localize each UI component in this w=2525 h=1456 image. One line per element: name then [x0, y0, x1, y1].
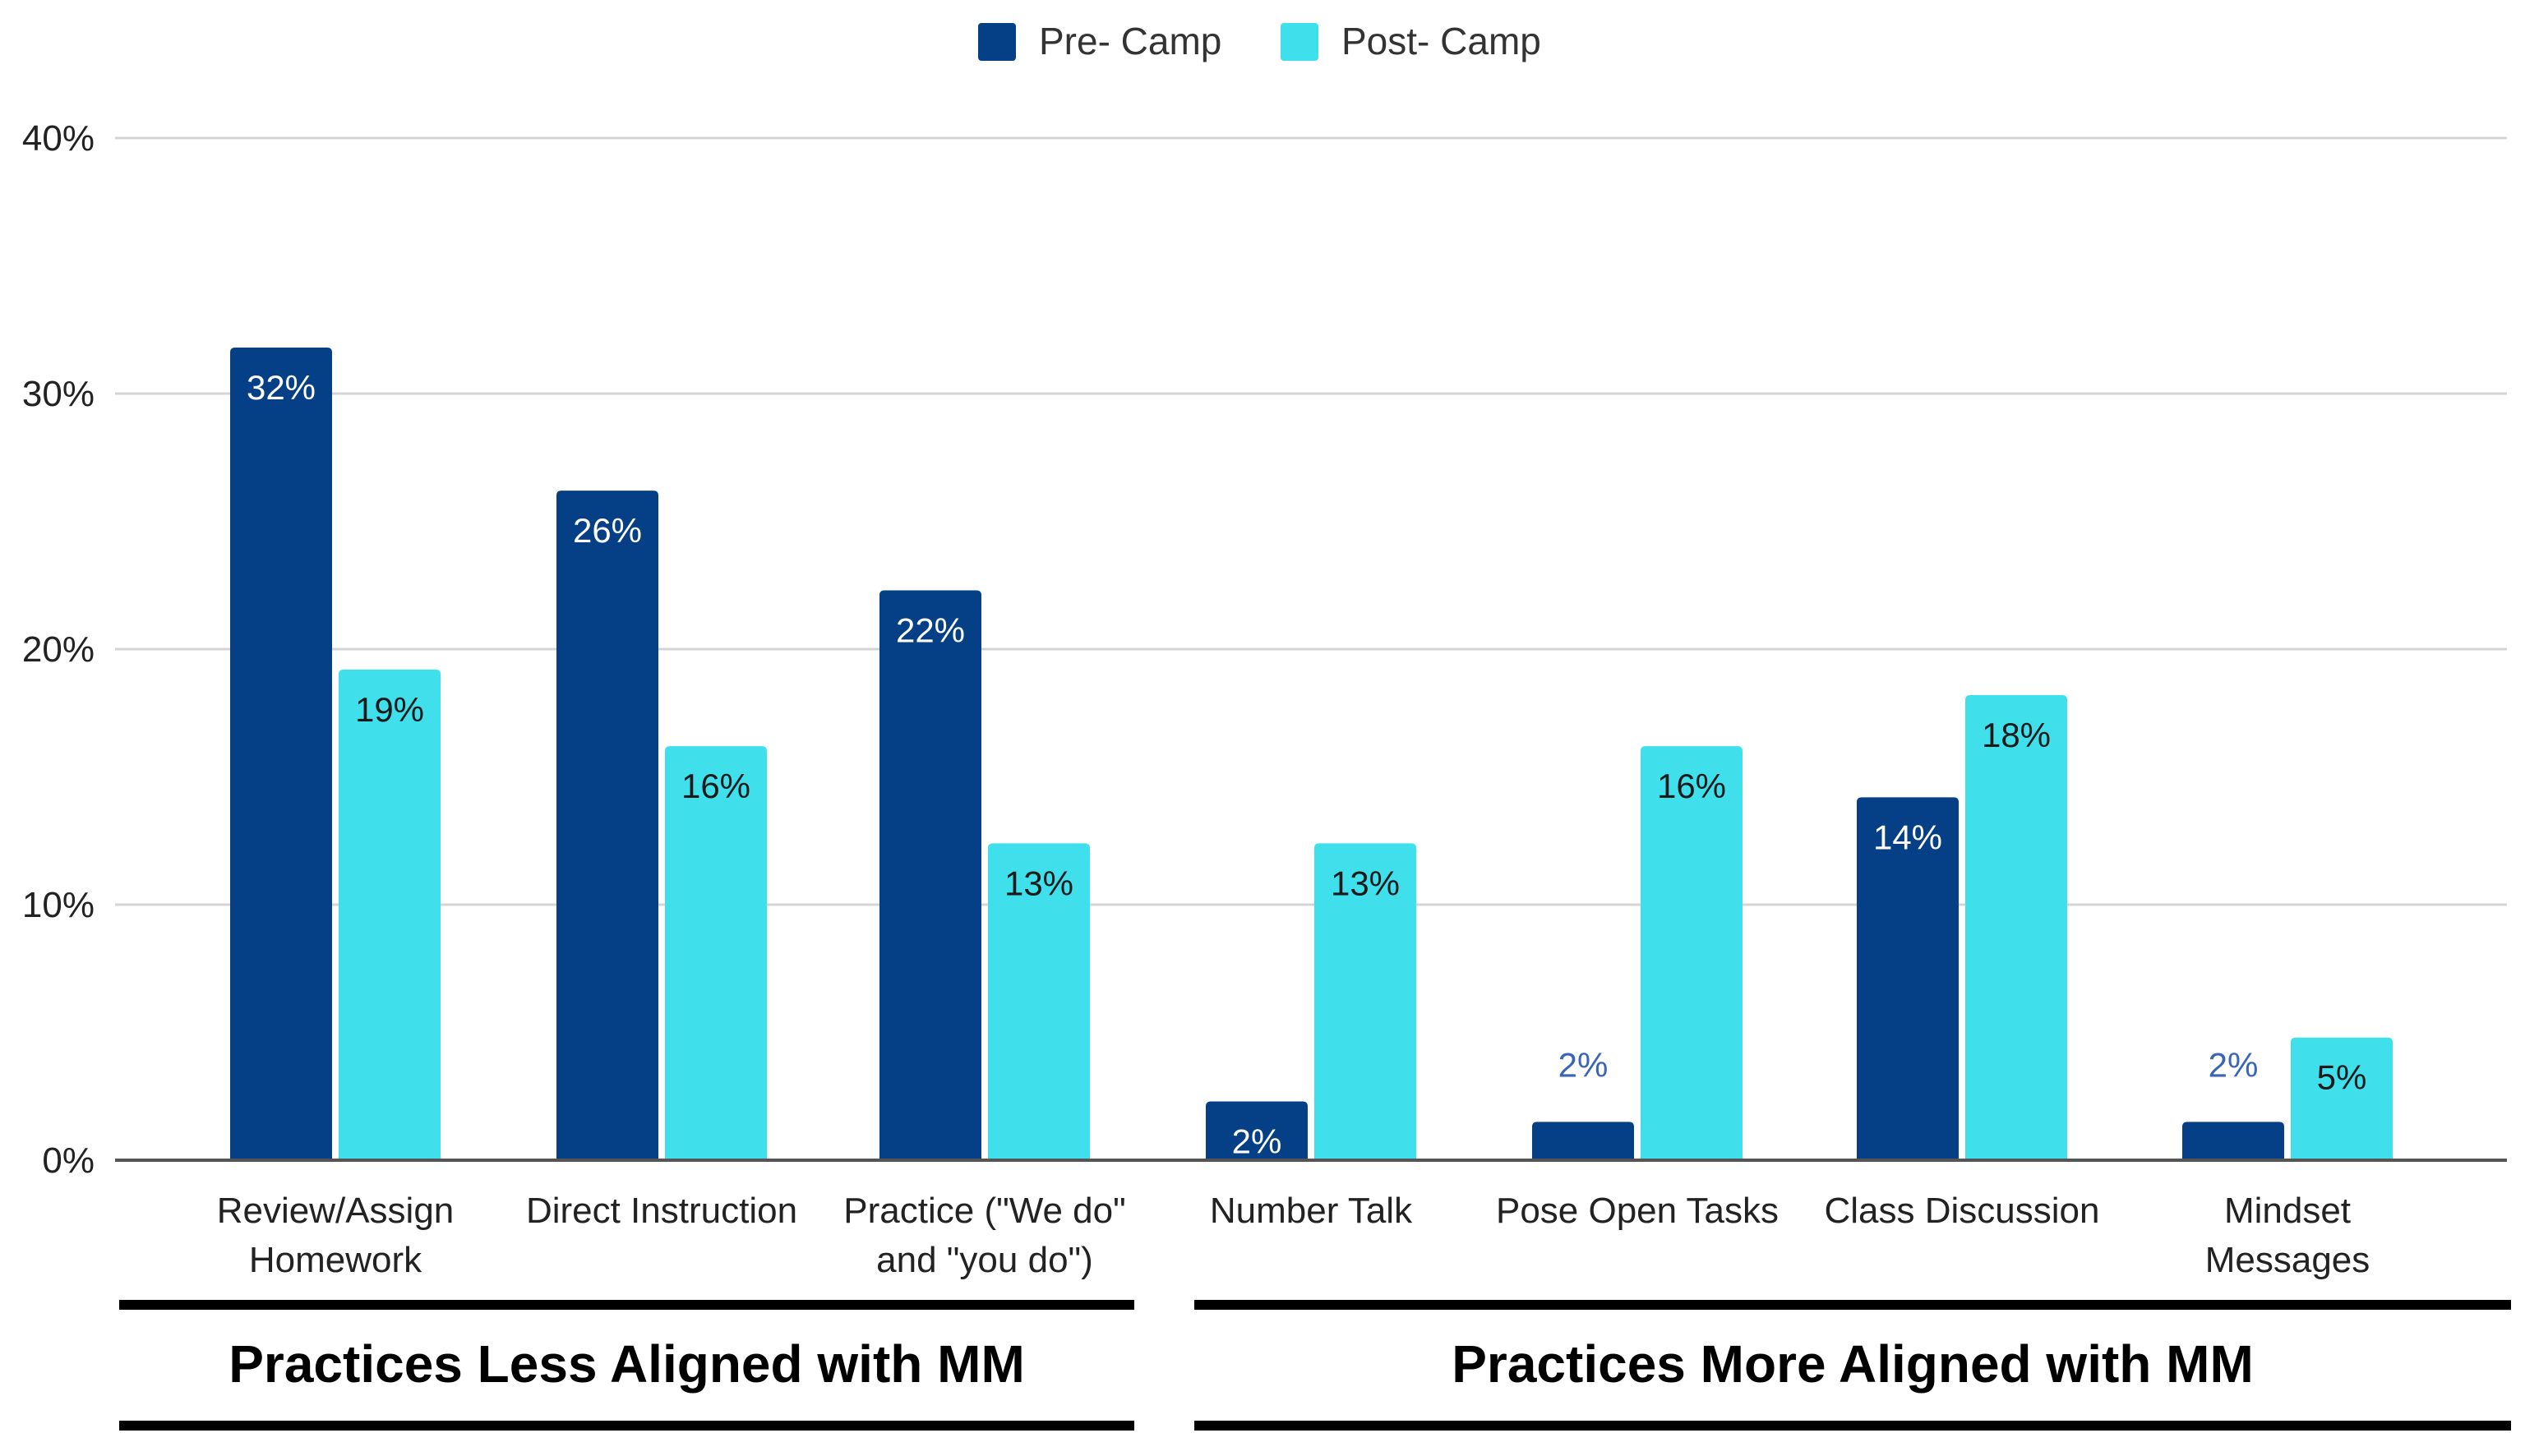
legend-label-post-camp: Post- Camp: [1341, 20, 1541, 62]
data-label-pre-camp: 14%: [1873, 818, 1942, 856]
bar-post-camp: [2291, 1037, 2393, 1160]
bar-post-camp: [665, 746, 767, 1160]
y-tick-label: 30%: [22, 374, 95, 414]
bar-pre-camp: [1857, 797, 1959, 1160]
legend-swatch-post-camp: [1281, 23, 1318, 61]
data-label-pre-camp: 2%: [1558, 1045, 1609, 1084]
x-tick-label: Direct Instruction: [526, 1191, 797, 1231]
x-tick-label: Mindset: [2224, 1191, 2351, 1231]
data-label-post-camp: 18%: [1982, 716, 2051, 754]
x-tick-label: Review/Assign: [217, 1191, 455, 1231]
bar-pre-camp: [879, 590, 981, 1160]
data-label-post-camp: 16%: [1657, 767, 1726, 805]
y-tick-label: 0%: [42, 1140, 95, 1181]
data-label-pre-camp: 2%: [2209, 1045, 2259, 1084]
x-tick-label: Practice ("We do": [843, 1191, 1125, 1231]
group-label: Practices Less Aligned with MM: [228, 1334, 1025, 1394]
group-label: Practices More Aligned with MM: [1452, 1334, 2254, 1394]
bar-pre-camp: [1532, 1122, 1634, 1160]
data-label-post-camp: 19%: [355, 690, 424, 729]
data-label-pre-camp: 2%: [1232, 1122, 1282, 1160]
bar-post-camp: [1641, 746, 1743, 1160]
data-label-post-camp: 16%: [681, 767, 750, 805]
y-tick-label: 20%: [22, 629, 95, 670]
data-label-post-camp: 13%: [1004, 864, 1073, 902]
data-label-pre-camp: 32%: [247, 368, 316, 407]
bar-pre-camp: [2182, 1122, 2284, 1160]
x-tick-label: Homework: [249, 1240, 422, 1280]
y-tick-label: 40%: [22, 118, 95, 159]
bar-pre-camp: [1206, 1101, 1308, 1160]
x-tick-label: and "you do"): [876, 1240, 1093, 1280]
bar-post-camp: [988, 843, 1090, 1160]
x-tick-label: Pose Open Tasks: [1496, 1191, 1779, 1231]
bar-post-camp: [1965, 694, 2067, 1160]
legend-swatch-pre-camp: [978, 23, 1016, 61]
data-label-pre-camp: 26%: [573, 511, 642, 550]
x-tick-label: Number Talk: [1210, 1191, 1413, 1231]
x-tick-label: Class Discussion: [1825, 1191, 2100, 1231]
bar-pre-camp: [556, 491, 658, 1160]
data-label-post-camp: 5%: [2317, 1058, 2367, 1097]
bar-post-camp: [339, 669, 441, 1160]
bar-pre-camp: [230, 348, 332, 1160]
legend-label-pre-camp: Pre- Camp: [1039, 20, 1221, 62]
data-label-pre-camp: 22%: [896, 611, 965, 649]
bar-post-camp: [1314, 843, 1416, 1160]
x-tick-label: Messages: [2205, 1240, 2370, 1280]
y-tick-label: 10%: [22, 885, 95, 925]
data-label-post-camp: 13%: [1331, 864, 1400, 902]
